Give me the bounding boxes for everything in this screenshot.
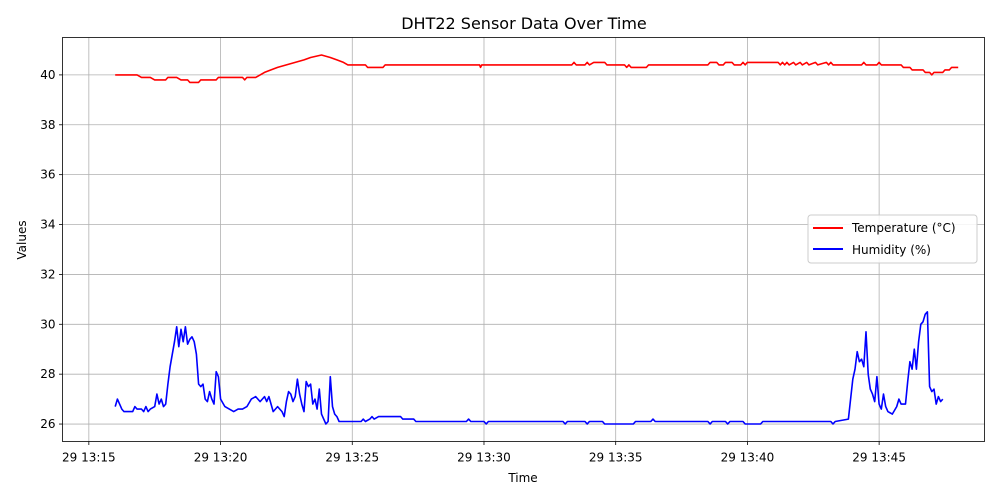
y-axis-label: Values — [15, 220, 29, 259]
x-tick-label: 29 13:20 — [194, 451, 248, 465]
y-axis: 26 28 30 32 34 36 38 40 — [40, 68, 63, 431]
humidity-line — [114, 311, 944, 425]
x-axis-label: Time — [507, 471, 537, 485]
x-tick-label: 29 13:15 — [62, 451, 116, 465]
temperature-line — [115, 54, 959, 84]
x-axis: 29 13:15 29 13:20 29 13:25 29 13:30 29 13:35… — [62, 441, 906, 465]
x-tick-label: 29 13:25 — [325, 451, 379, 465]
legend-label-temperature: Temperature (°C) — [851, 221, 956, 235]
y-tick-label: 30 — [40, 317, 55, 331]
x-tick-label: 29 13:45 — [852, 451, 906, 465]
x-tick-label: 29 13:30 — [457, 451, 511, 465]
series-layer — [114, 54, 959, 425]
y-tick-label: 32 — [40, 267, 55, 281]
plot-frame — [62, 37, 985, 442]
y-tick-label: 38 — [40, 118, 55, 132]
y-tick-label: 26 — [40, 417, 55, 431]
x-tick-label: 29 13:35 — [589, 451, 643, 465]
y-tick-label: 34 — [40, 218, 55, 232]
chart-title: DHT22 Sensor Data Over Time — [401, 14, 647, 33]
y-tick-label: 36 — [40, 168, 55, 182]
legend-box — [807, 214, 978, 264]
legend-label-humidity: Humidity (%) — [852, 243, 931, 257]
x-tick-label: 29 13:40 — [721, 451, 775, 465]
legend: Temperature (°C) Humidity (%) — [807, 214, 978, 264]
y-tick-label: 28 — [40, 367, 55, 381]
y-tick-label: 40 — [40, 68, 55, 82]
